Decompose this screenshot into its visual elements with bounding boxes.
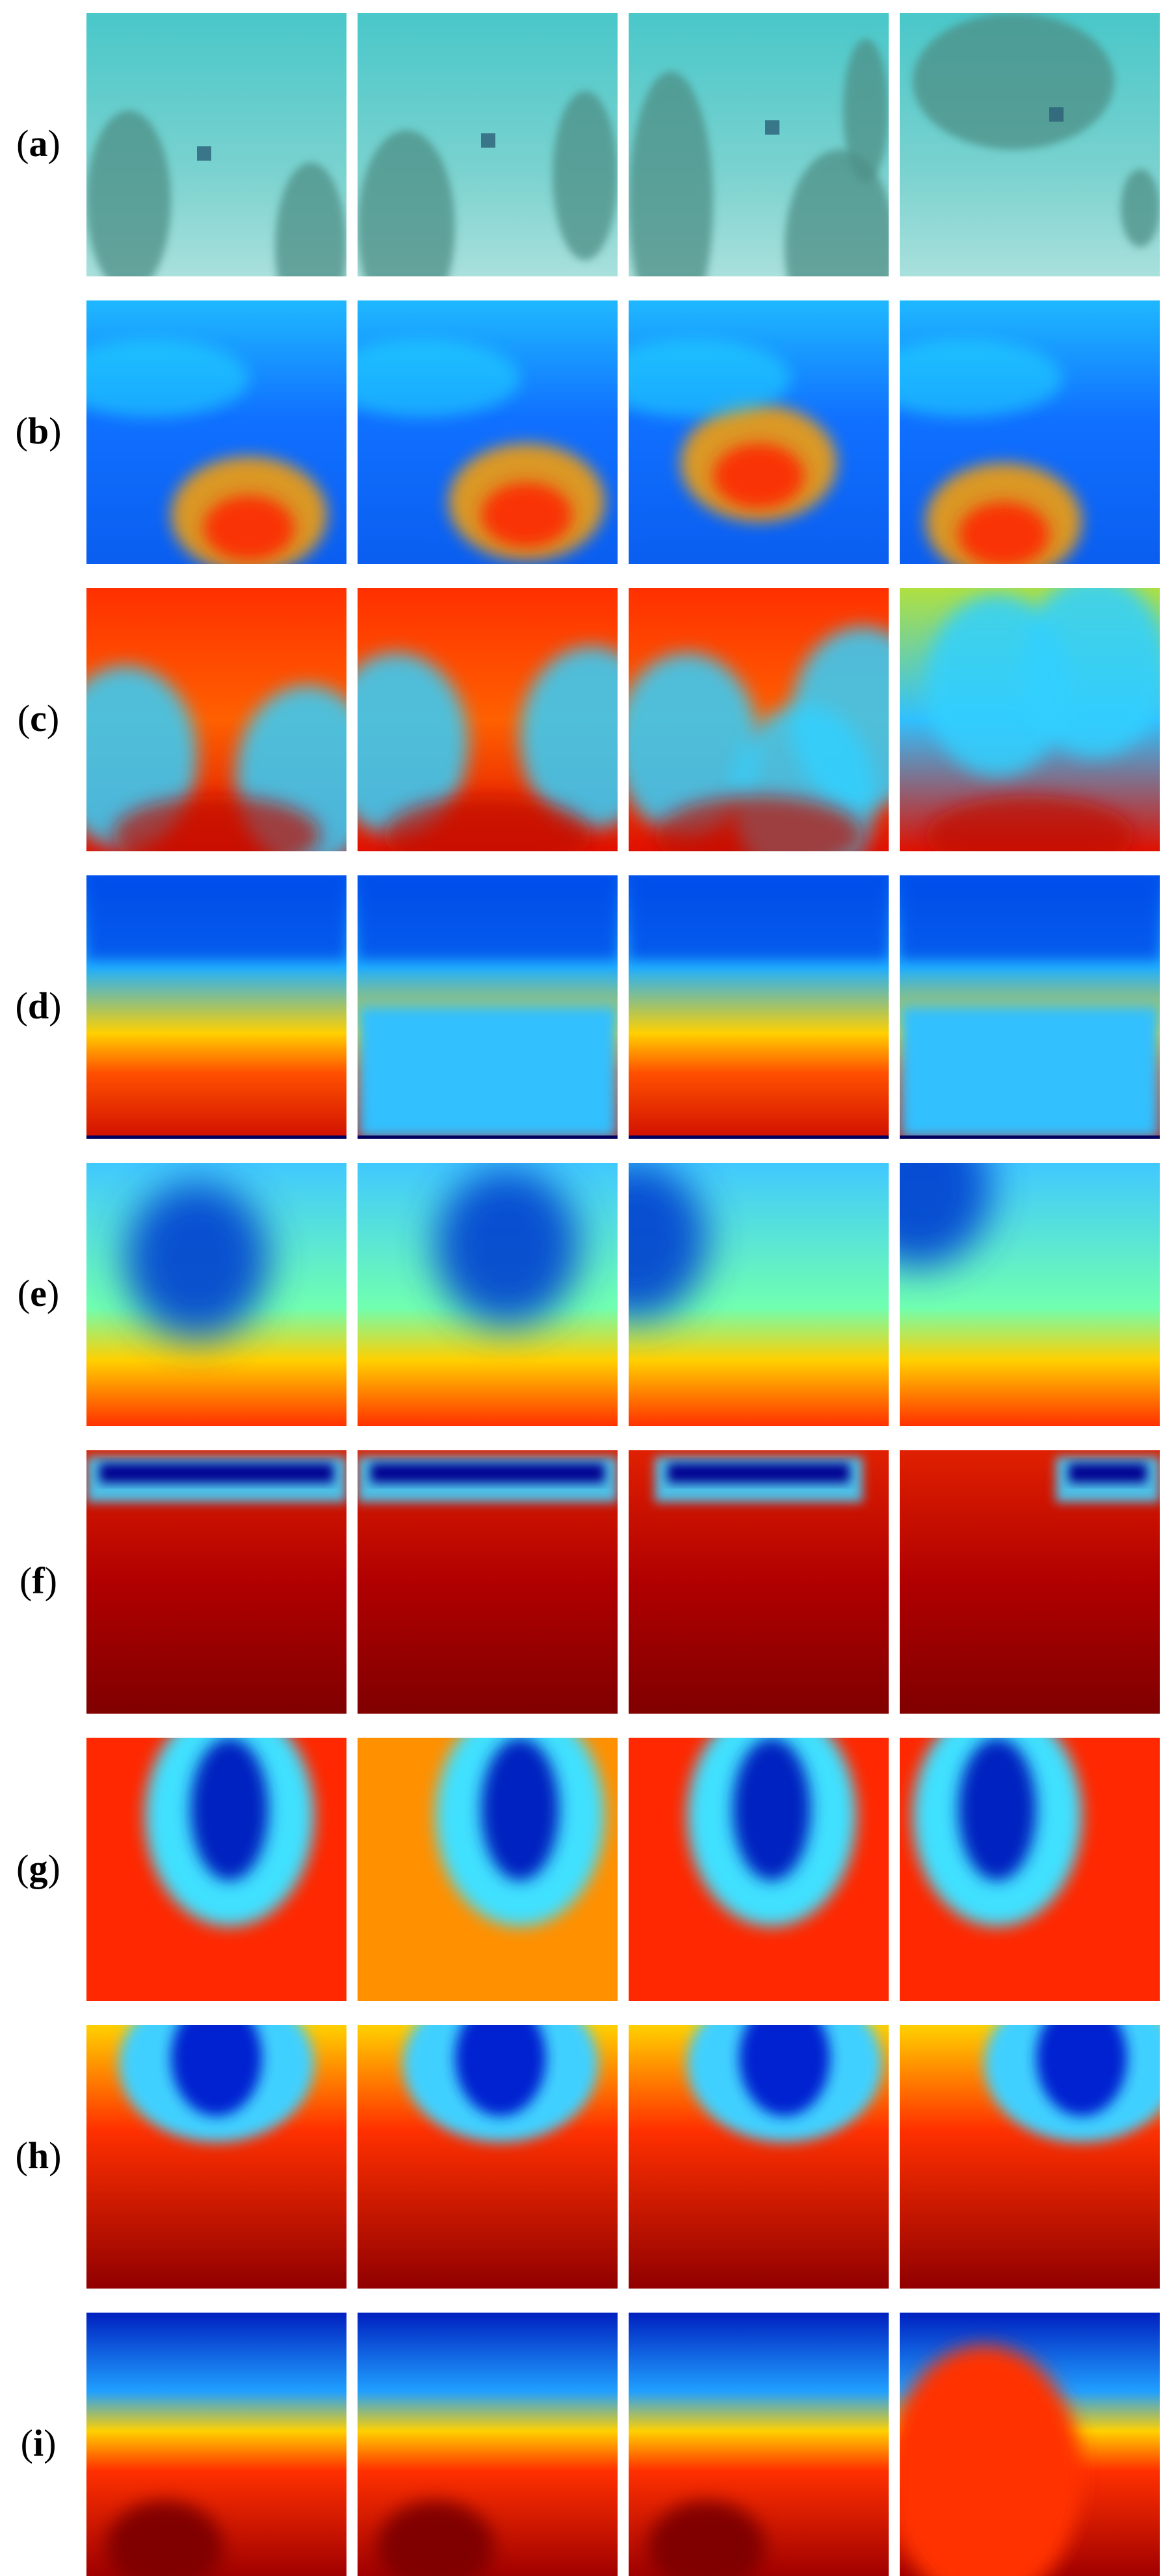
- panel-b-4: [900, 300, 1160, 564]
- panel-d-2: [358, 875, 618, 1139]
- row-label: (b): [15, 409, 62, 452]
- panel-b-1: [86, 300, 346, 564]
- panel-image: [900, 875, 1160, 1139]
- panel-image: [86, 2025, 346, 2289]
- panel-image: [629, 13, 889, 276]
- panel-image: [86, 875, 346, 1139]
- panel-f-4: [900, 1450, 1160, 1714]
- panel-image: [358, 1450, 618, 1714]
- figure-row-a: (a): [0, 13, 1176, 276]
- panel-g-1: [86, 1738, 346, 2001]
- panel-h-4: [900, 2025, 1160, 2289]
- panel-b-3: [629, 300, 889, 564]
- panel-image: [86, 2313, 346, 2576]
- panel-e-1: [86, 1163, 346, 1426]
- panel-f-3: [629, 1450, 889, 1714]
- panel-g-4: [900, 1738, 1160, 2001]
- panel-i-4: [900, 2313, 1160, 2576]
- panel-i-3: [629, 2313, 889, 2576]
- row-label: (h): [15, 2134, 62, 2177]
- panel-image: [629, 588, 889, 851]
- panel-image: [900, 1163, 1160, 1426]
- panel-h-1: [86, 2025, 346, 2289]
- row-label: (a): [16, 122, 60, 165]
- figure-row-e: (e): [0, 1163, 1176, 1426]
- panel-image: [358, 875, 618, 1139]
- row-label: (e): [17, 1271, 60, 1314]
- panel-a-4: [900, 13, 1160, 276]
- panel-image: [900, 588, 1160, 851]
- panel-g-3: [629, 1738, 889, 2001]
- panel-image: [358, 13, 618, 276]
- panel-e-4: [900, 1163, 1160, 1426]
- panel-image: [358, 1163, 618, 1426]
- panel-image: [629, 1738, 889, 2001]
- row-label: (g): [16, 1846, 60, 1889]
- panel-image: [86, 588, 346, 851]
- figure-row-h: (h): [0, 2025, 1176, 2289]
- panel-image: [900, 2313, 1160, 2576]
- panel-image: [86, 300, 346, 564]
- panel-image: [358, 2025, 618, 2289]
- panel-image: [629, 300, 889, 564]
- panel-c-3: [629, 588, 889, 851]
- row-label: (f): [20, 1559, 57, 1602]
- panel-image: [629, 1450, 889, 1714]
- row-label: (d): [15, 984, 62, 1027]
- panel-f-2: [358, 1450, 618, 1714]
- panel-i-1: [86, 2313, 346, 2576]
- panel-image: [86, 1450, 346, 1714]
- panel-g-2: [358, 1738, 618, 2001]
- panel-a-3: [629, 13, 889, 276]
- panel-image: [900, 1450, 1160, 1714]
- panel-image: [900, 1738, 1160, 2001]
- panel-d-1: [86, 875, 346, 1139]
- panel-c-4: [900, 588, 1160, 851]
- panel-image: [358, 2313, 618, 2576]
- panel-image: [86, 1738, 346, 2001]
- panel-image: [900, 13, 1160, 276]
- panel-image: [358, 300, 618, 564]
- panel-h-2: [358, 2025, 618, 2289]
- figure-row-d: (d): [0, 875, 1176, 1139]
- panel-image: [358, 588, 618, 851]
- panel-image: [629, 875, 889, 1139]
- panel-c-1: [86, 588, 346, 851]
- figure-row-c: (c): [0, 588, 1176, 851]
- panel-image: [900, 2025, 1160, 2289]
- panel-a-2: [358, 13, 618, 276]
- figure-row-b: (b): [0, 300, 1176, 564]
- panel-image: [900, 300, 1160, 564]
- panel-d-3: [629, 875, 889, 1139]
- panel-image: [86, 1163, 346, 1426]
- figure-row-g: (g): [0, 1738, 1176, 2001]
- panel-image: [358, 1738, 618, 2001]
- figure-row-f: (f): [0, 1450, 1176, 1714]
- panel-e-2: [358, 1163, 618, 1426]
- panel-i-2: [358, 2313, 618, 2576]
- figure-row-i: (i): [0, 2313, 1176, 2576]
- panel-f-1: [86, 1450, 346, 1714]
- panel-image: [629, 2313, 889, 2576]
- panel-a-1: [86, 13, 346, 276]
- panel-c-2: [358, 588, 618, 851]
- panel-h-3: [629, 2025, 889, 2289]
- panel-e-3: [629, 1163, 889, 1426]
- row-label: (c): [17, 697, 60, 739]
- panel-image: [86, 13, 346, 276]
- panel-image: [629, 1163, 889, 1426]
- panel-image: [629, 2025, 889, 2289]
- row-label: (i): [20, 2421, 57, 2464]
- panel-d-4: [900, 875, 1160, 1139]
- panel-b-2: [358, 300, 618, 564]
